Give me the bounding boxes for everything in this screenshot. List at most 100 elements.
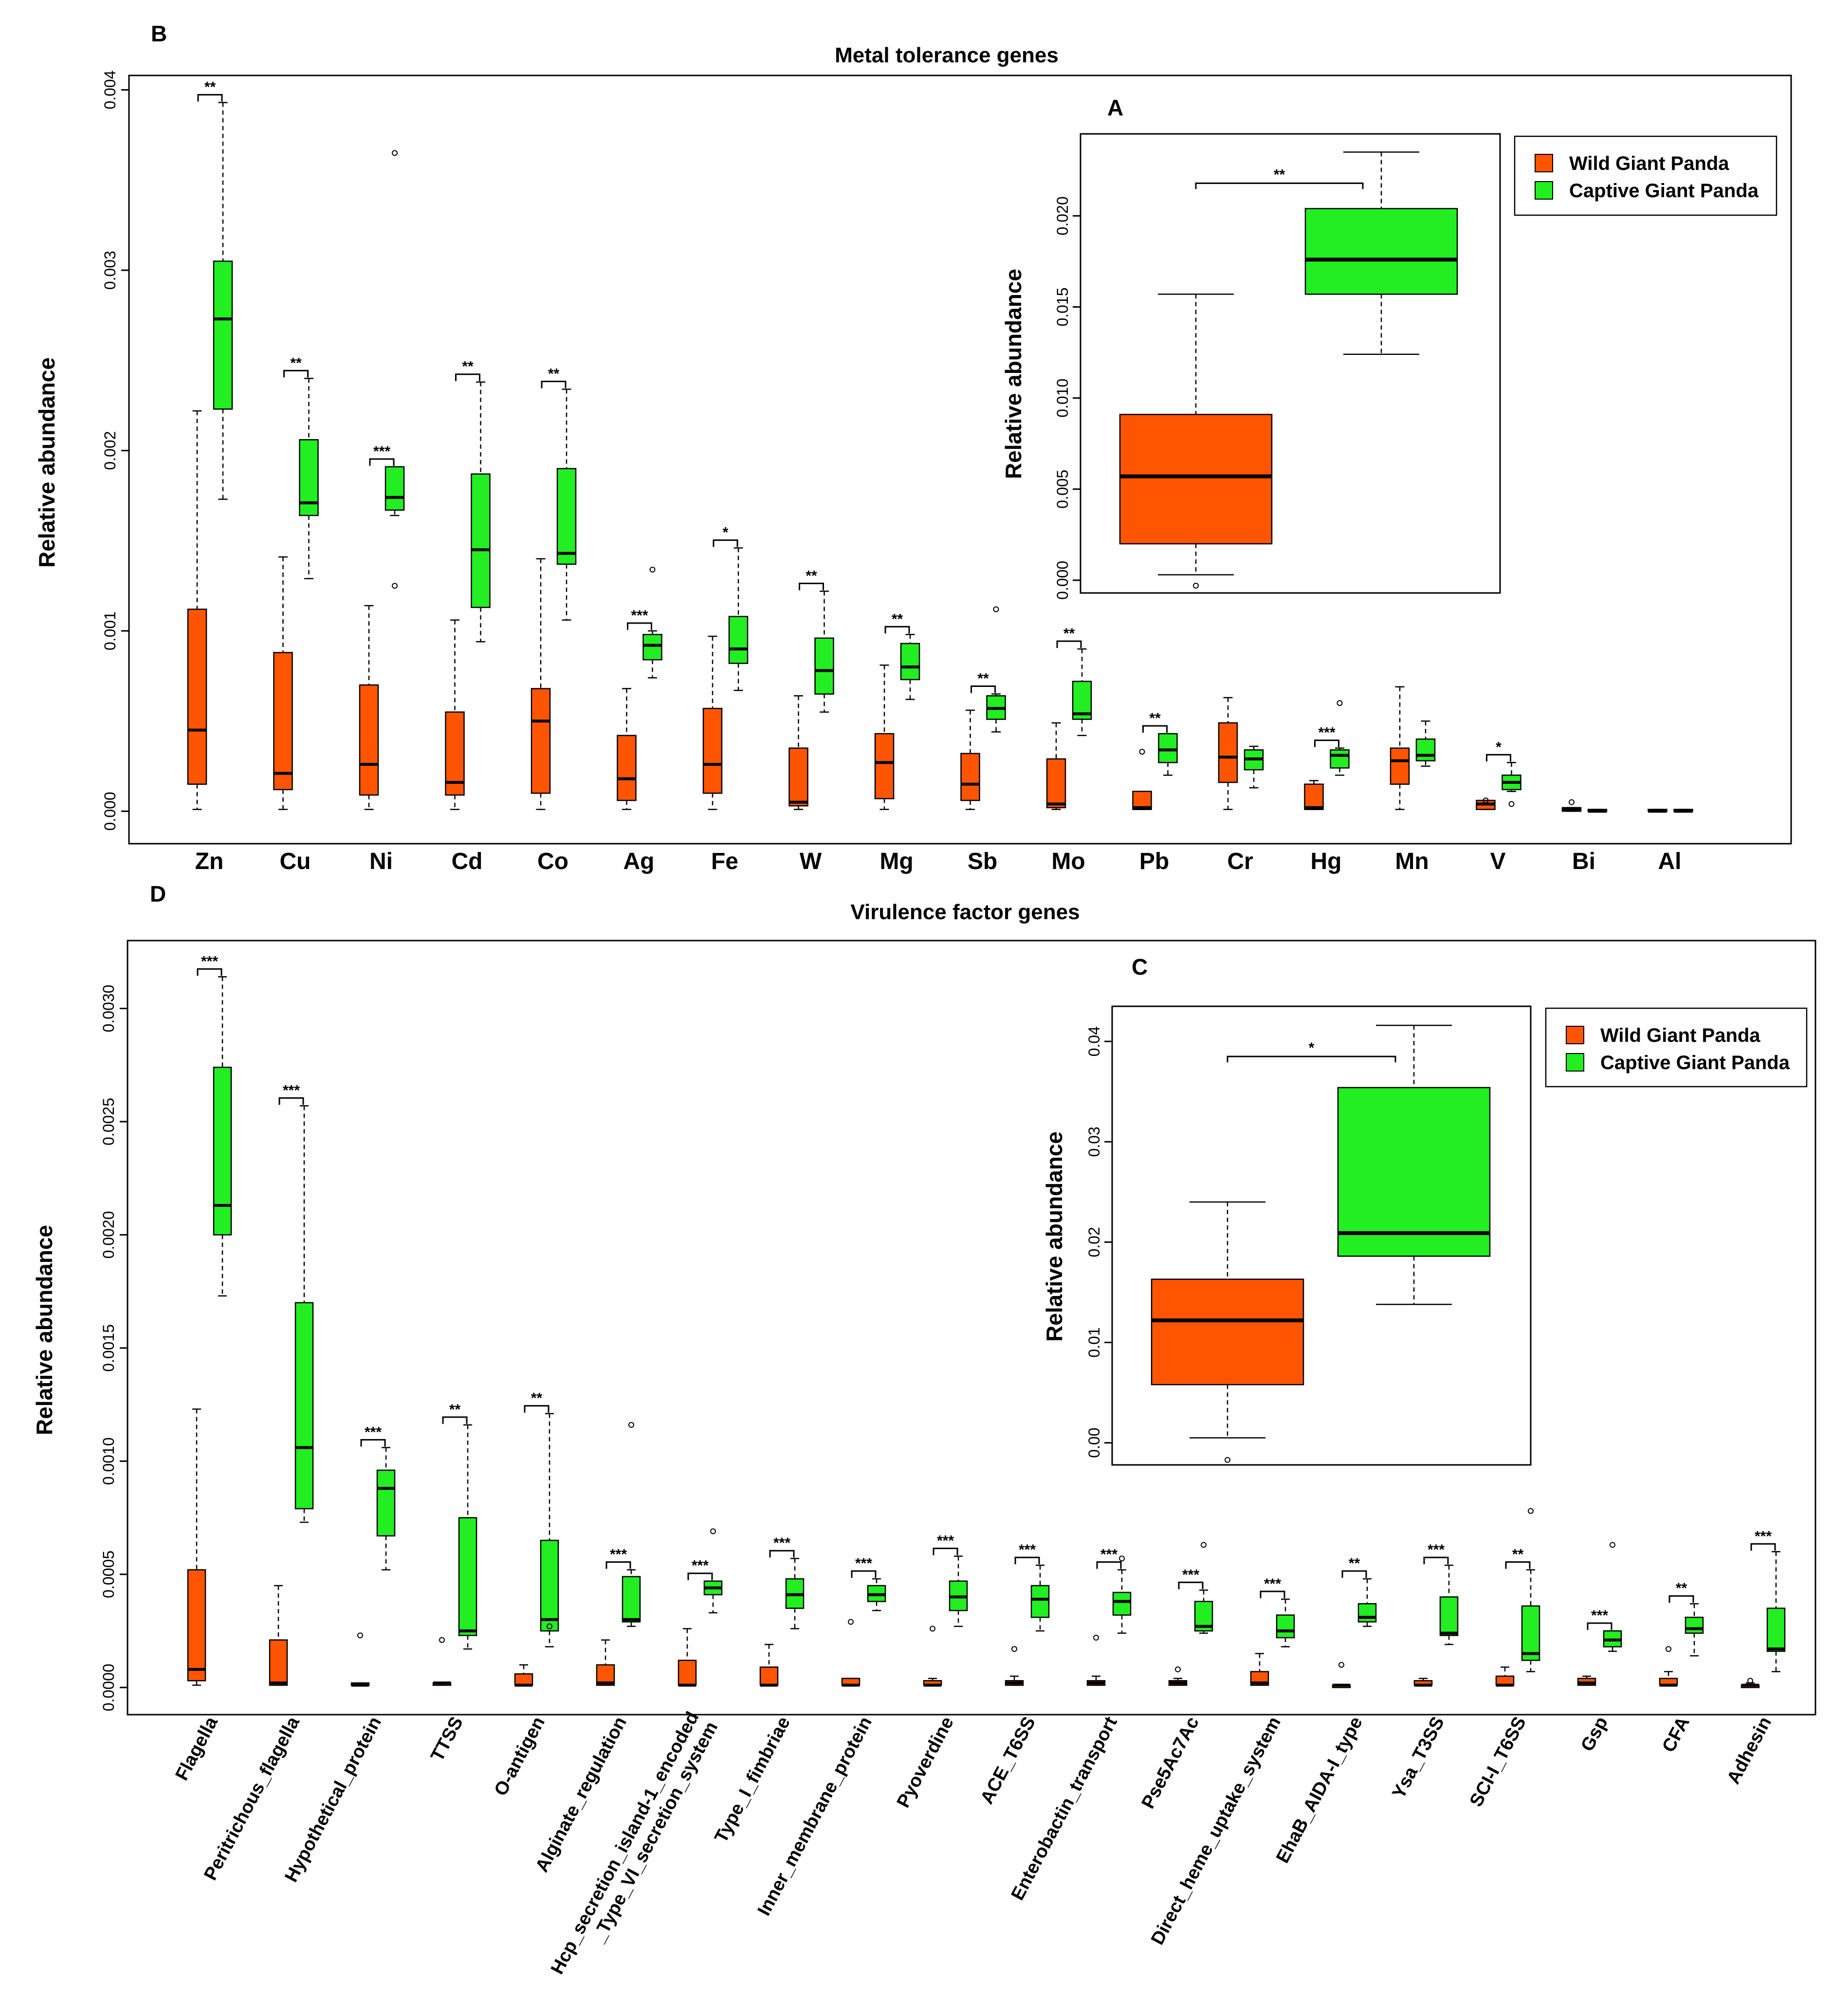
significance-label: ***: [1755, 1528, 1772, 1544]
captive-box: [1673, 809, 1693, 813]
captive-box: [540, 1413, 559, 1647]
x-tick-label: Mo: [1051, 849, 1085, 874]
significance-label: ***: [373, 444, 390, 460]
significance-label: **: [977, 671, 989, 687]
captive-box: [949, 1555, 968, 1627]
category-group: *V: [1476, 739, 1521, 874]
y-axis-label: Relative abundance: [1001, 269, 1026, 479]
significance-label: ***: [855, 1555, 872, 1572]
wild-box: [759, 1644, 779, 1687]
outlier-point: [710, 1528, 716, 1535]
iqr-box: [531, 688, 551, 794]
y-axis-label: Relative abundance: [34, 357, 59, 568]
legend-label: Captive Giant Panda: [1600, 1052, 1790, 1073]
category-group: *** Ni: [359, 150, 405, 874]
y-tick-label: 0.04: [1085, 1026, 1103, 1056]
significance-bracket: ***: [360, 1424, 386, 1447]
significance-bracket: **: [455, 359, 480, 381]
significance-label: **: [290, 355, 302, 371]
outlier-point: [1747, 1678, 1753, 1684]
bracket-line: [455, 373, 480, 381]
significance-label: **: [1149, 710, 1161, 726]
bracket-line: [1096, 1561, 1122, 1569]
captive-box: [458, 1424, 477, 1650]
legend: Wild Giant Panda Captive Giant Panda: [1545, 1007, 1808, 1088]
significance-bracket: ***: [1178, 1567, 1204, 1590]
significance-bracket: **: [884, 611, 910, 634]
outlier-point: [1483, 797, 1489, 804]
panel-label: B: [151, 21, 167, 46]
wild-box: [1168, 1666, 1188, 1686]
panel-b: Metal tolerance genes B Relative abundance…: [34, 21, 1792, 874]
iqr-box: [213, 260, 233, 410]
bracket-line: [541, 381, 567, 388]
significance-label: ***: [937, 1533, 954, 1549]
outlier-point: [392, 583, 398, 589]
significance-bracket: ***: [1750, 1528, 1776, 1551]
wild-box: [1250, 1653, 1269, 1686]
legend-label: Wild Giant Panda: [1600, 1025, 1760, 1046]
bracket-line: [933, 1548, 958, 1555]
captive-box: [1072, 648, 1092, 736]
y-tick-label: 0.01: [1085, 1327, 1103, 1357]
iqr-box: [1337, 1087, 1491, 1257]
wild-box: [1132, 749, 1152, 810]
iqr-box: [1390, 747, 1410, 785]
category-group: Al: [1648, 809, 1693, 874]
chart-title: Metal tolerance genes: [835, 43, 1059, 67]
significance-label: **: [806, 568, 817, 584]
wild-box: [617, 688, 637, 810]
bracket-line: [1260, 1591, 1285, 1598]
wild-box: [187, 410, 207, 810]
panel-label: C: [1132, 954, 1148, 980]
captive-box: [986, 606, 1006, 733]
significance-bracket: ***: [1096, 1546, 1122, 1569]
significance-label: ***: [1182, 1567, 1199, 1583]
outlier-point: [628, 1422, 634, 1428]
x-tick-label: Ni: [369, 849, 393, 874]
y-tick-label: 0.015: [1054, 287, 1071, 326]
wild-box: [1390, 686, 1410, 810]
bracket-line: [1423, 1556, 1449, 1565]
y-tick-label: 0.002: [101, 431, 119, 470]
x-tick-label: Bi: [1572, 849, 1595, 874]
significance-label: **: [1349, 1555, 1360, 1572]
bracket-line: [369, 458, 395, 466]
y-tick-label: 0.001: [101, 611, 119, 650]
captive-box: [294, 1105, 314, 1523]
bracket-line: [799, 582, 824, 591]
panel-label: A: [1107, 95, 1123, 120]
captive-box: [385, 150, 405, 589]
wild-box: [596, 1639, 615, 1686]
significance-bracket: **: [283, 355, 309, 378]
outlier-point: [1338, 1662, 1344, 1668]
significance-bracket: ***: [933, 1533, 958, 1555]
iqr-box: [1521, 1605, 1540, 1661]
iqr-box: [728, 616, 749, 664]
captive-box: [867, 1578, 886, 1611]
x-tick-label: Al: [1658, 849, 1682, 874]
x-tick-label: Cd: [452, 849, 483, 874]
legend-swatch-wild: [1535, 154, 1553, 172]
outlier-point: [1119, 1555, 1125, 1562]
outlier-point: [1610, 1542, 1615, 1548]
captive-box: [1357, 1578, 1377, 1627]
x-tick-label: Pb: [1139, 849, 1169, 874]
legend-swatch-captive: [1535, 181, 1553, 200]
iqr-box: [213, 1067, 232, 1236]
iqr-box: [540, 1539, 559, 1632]
category-group: ** Cu: [273, 355, 319, 874]
wild-box: [359, 605, 379, 810]
iqr-box: [900, 643, 920, 681]
captive-box: [1330, 700, 1350, 776]
category-group: ** Pb: [1132, 710, 1178, 874]
y-tick-label: 0.0015: [100, 1324, 117, 1372]
bracket-line: [1505, 1561, 1531, 1569]
significance-label: ***: [610, 1546, 627, 1562]
y-tick-label: 0.005: [1054, 470, 1071, 509]
significance-label: ***: [365, 1424, 382, 1440]
outlier-point: [1193, 583, 1199, 589]
x-tick-label: Mg: [879, 849, 913, 874]
captive-box: [471, 381, 491, 643]
